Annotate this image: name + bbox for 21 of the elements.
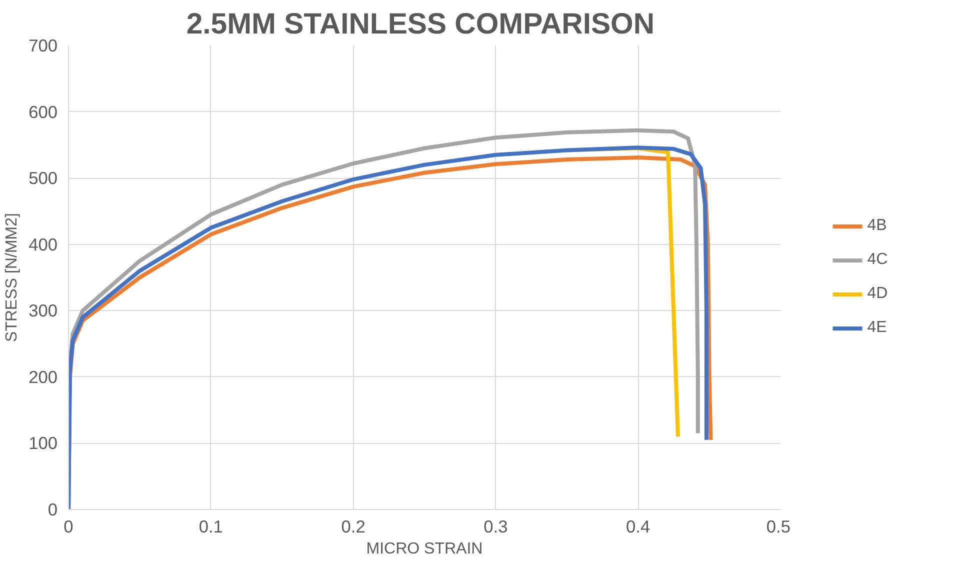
x-tick-label: 0 [64, 516, 74, 536]
legend-label: 4C [867, 251, 888, 269]
x-tick-label: 0.4 [626, 516, 651, 536]
x-tick-label: 0.1 [198, 516, 223, 536]
x-tick-label: 0.5 [766, 516, 791, 536]
y-tick-label: 700 [28, 36, 58, 56]
y-axis-title: STRESS [N/MM2] [4, 213, 21, 342]
legend-label: 4E [867, 319, 888, 337]
chart-title: 2.5MM STAINLESS COMPARISON [186, 8, 655, 40]
y-tick-label: 500 [28, 168, 58, 188]
x-tick-label: 0.2 [341, 516, 366, 536]
y-tick-label: 0 [48, 500, 58, 520]
legend-label: 4B [867, 217, 888, 235]
x-axis-title: MICRO STRAIN [366, 540, 483, 558]
y-tick-label: 400 [28, 234, 58, 254]
y-tick-label: 600 [28, 102, 58, 122]
y-tick-label: 200 [28, 366, 58, 387]
legend-label: 4D [867, 285, 888, 303]
y-tick-label: 100 [28, 433, 58, 454]
y-tick-label: 300 [28, 300, 58, 321]
x-tick-label: 0.3 [484, 516, 508, 536]
